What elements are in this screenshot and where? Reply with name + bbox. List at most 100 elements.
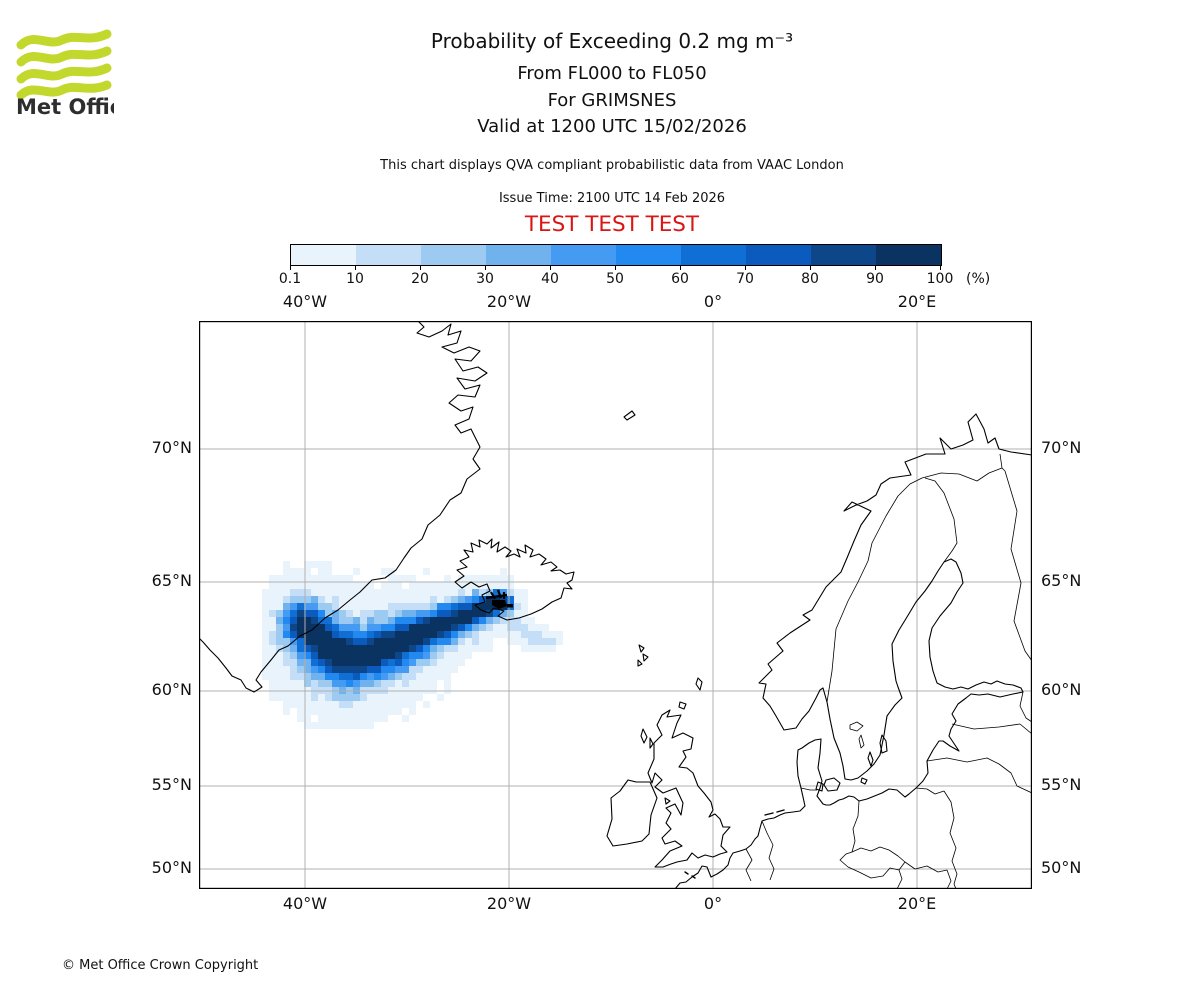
baltic-borders	[915, 691, 1032, 795]
plume-cell	[283, 659, 290, 666]
plume-cell	[269, 624, 276, 631]
plume-cell	[353, 638, 360, 645]
plume-cell	[276, 659, 283, 666]
plume-cell	[381, 589, 388, 596]
plume-cell	[395, 673, 402, 680]
plume-cell	[409, 582, 416, 589]
plume-cell	[430, 596, 437, 603]
plume-cell	[367, 680, 374, 687]
plume-cell	[479, 575, 486, 582]
plume-cell	[360, 596, 367, 603]
plume-cell	[304, 652, 311, 659]
colorbar-tick-label: 60	[671, 271, 689, 287]
plume-cell	[507, 596, 514, 603]
plume-cell	[395, 708, 402, 715]
iceland-coast	[454, 538, 575, 621]
colorbar-tick	[420, 265, 421, 270]
plume-cell	[346, 652, 353, 659]
plume-cell	[276, 652, 283, 659]
plume-cell	[262, 645, 269, 652]
plume-cell	[465, 603, 472, 610]
plume-cell	[416, 603, 423, 610]
plume-cell	[451, 589, 458, 596]
plume-cell	[290, 666, 297, 673]
plume-cell	[339, 659, 346, 666]
plume-cell	[374, 624, 381, 631]
plume-cell	[409, 638, 416, 645]
plume-cell	[360, 645, 367, 652]
plume-cell	[430, 603, 437, 610]
plume-cell	[332, 715, 339, 722]
plume-cell	[535, 631, 542, 638]
plume-cell	[339, 708, 346, 715]
plume-cell	[444, 645, 451, 652]
lon-label-top: 0°	[703, 292, 723, 311]
plume-cell	[360, 715, 367, 722]
shetland-coast	[695, 677, 703, 691]
plume-cell	[465, 652, 472, 659]
plume-cell	[360, 722, 367, 729]
plume-cell	[465, 617, 472, 624]
plume-cell	[374, 652, 381, 659]
plume-cell	[283, 652, 290, 659]
plume-cell	[318, 582, 325, 589]
plume-cell	[318, 659, 325, 666]
plume-cell	[283, 589, 290, 596]
plume-cell	[318, 652, 325, 659]
plume-cell	[290, 652, 297, 659]
plume-cell	[311, 631, 318, 638]
plume-cell	[465, 582, 472, 589]
plume-cell	[472, 589, 479, 596]
plume-cell	[374, 715, 381, 722]
plume-cell	[493, 610, 500, 617]
plume-cell	[472, 645, 479, 652]
plume-cell	[409, 603, 416, 610]
plume-cell	[444, 575, 451, 582]
plume-cell	[332, 610, 339, 617]
plume-cell	[395, 624, 402, 631]
plume-cell	[535, 624, 542, 631]
plume-cell	[437, 631, 444, 638]
plume-cell	[311, 645, 318, 652]
plume-cell	[437, 666, 444, 673]
plume-cell	[311, 708, 318, 715]
plume-cell	[381, 596, 388, 603]
plume-cell	[283, 708, 290, 715]
plume-cell	[318, 666, 325, 673]
plume-cell	[269, 673, 276, 680]
gotland-coast	[879, 734, 888, 754]
plume-cell	[353, 617, 360, 624]
vanern-lake	[849, 721, 865, 749]
lat-label-left: 50°N	[151, 858, 192, 877]
plume-cell	[381, 610, 388, 617]
plume-cell	[402, 645, 409, 652]
plume-cell	[395, 596, 402, 603]
plume-cell	[311, 617, 318, 624]
plume-cell	[262, 603, 269, 610]
colorbar-tick	[615, 265, 616, 270]
plume-cell	[444, 617, 451, 624]
plume-cell	[325, 617, 332, 624]
plume-cell	[521, 589, 528, 596]
plume-cell	[409, 617, 416, 624]
plume-cell	[402, 575, 409, 582]
plume-cell	[332, 582, 339, 589]
plume-cell	[472, 617, 479, 624]
plume-cell	[493, 596, 500, 603]
plume-cell	[416, 666, 423, 673]
plume-cell	[332, 645, 339, 652]
plume-cell	[500, 624, 507, 631]
plume-cell	[528, 638, 535, 645]
plume-cell	[360, 624, 367, 631]
plume-cell	[493, 617, 500, 624]
plume-cell	[437, 596, 444, 603]
colorbar-tick-label: 10	[346, 271, 364, 287]
plume-cell	[423, 568, 430, 575]
plume-cell	[444, 624, 451, 631]
plume-cell	[556, 638, 563, 645]
norway-sweden-border	[826, 477, 923, 703]
colorbar-segment	[291, 245, 356, 265]
plume-cell	[304, 631, 311, 638]
plume-cell	[318, 603, 325, 610]
plume-cell	[423, 701, 430, 708]
